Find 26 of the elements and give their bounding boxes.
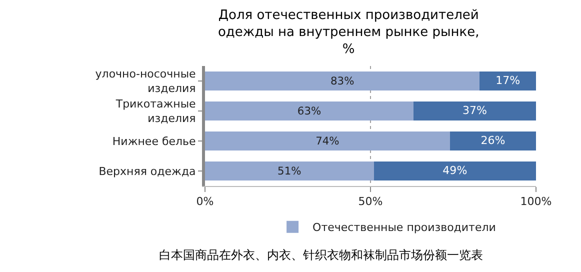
data-label: 26% [480,134,506,148]
y-tick-label: Нижнее белье [112,134,196,148]
chart-title: Доля отечественных производителей одежды на внутреннем рынке рынке, % [218,8,480,57]
x-tick-label: 50% [358,195,383,208]
bar [414,102,536,120]
data-label: 63% [297,104,322,118]
bar [374,162,536,180]
bar [205,132,450,150]
bar [205,72,480,90]
data-label: 74% [316,134,340,148]
x-tick-label: 100% [520,195,552,208]
data-label: 83% [330,74,354,88]
data-label: 17% [496,74,520,88]
data-label: 37% [462,104,488,118]
bar [450,132,536,150]
y-tick-label: Верхняя одежда [98,164,196,178]
legend-label: Отечественные производители [312,221,496,234]
text: 白本国商品在外衣、内衣、针织衣物和袜制品市场份额一览表 [159,248,483,262]
bar [205,102,414,120]
data-label: 49% [442,164,468,178]
y-tick-label: улочно-носочные изделия [95,68,196,95]
y-tick-label: Трикотажные изделия [114,98,196,125]
bar [205,162,374,180]
x-tick-label: 0% [196,195,214,208]
data-label: 51% [278,164,302,178]
bar [480,72,536,90]
